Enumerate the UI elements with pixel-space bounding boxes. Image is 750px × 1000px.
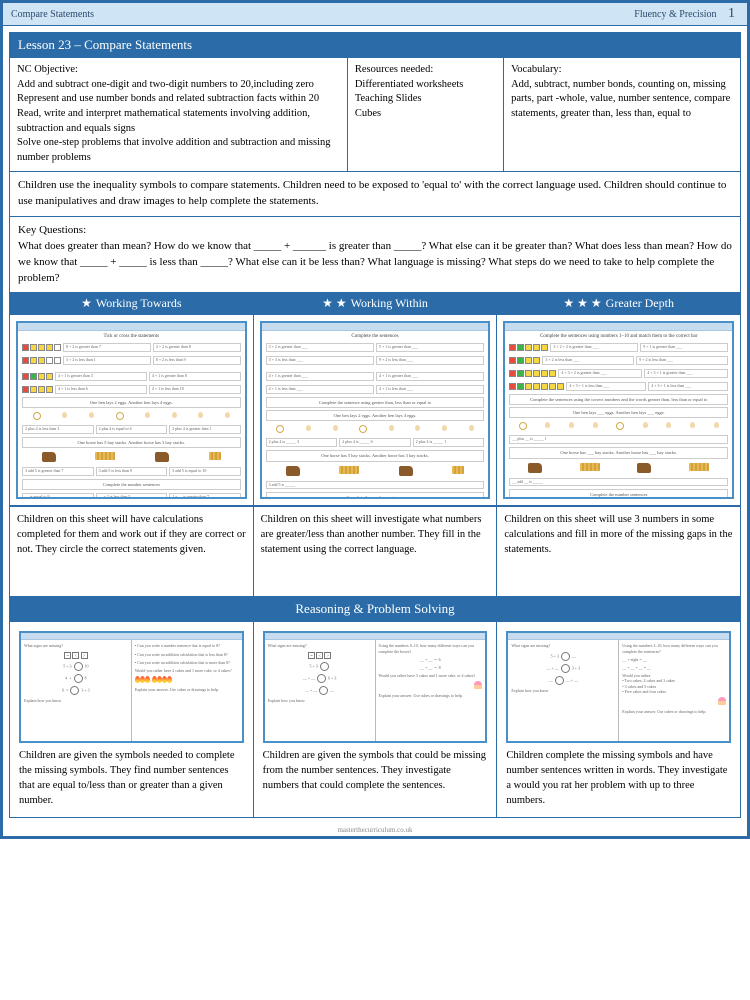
rps-desc-1: Children are given the symbols needed to… <box>15 747 248 812</box>
footer: masterthecurriculum.co.uk <box>3 824 747 836</box>
intro-box: Children use the inequality symbols to c… <box>9 172 741 217</box>
rps-thumb-3: What signs are missing? 5 + 3 __ __ + __… <box>506 631 731 743</box>
top-bar: Compare Statements Fluency & Precision 1 <box>3 3 747 26</box>
rps-row: What signs are missing? = < > 5 + 3 10 4… <box>9 622 741 818</box>
info-row: NC Objective: Add and subtract one-digit… <box>9 58 741 172</box>
page: Compare Statements Fluency & Precision 1… <box>0 0 750 839</box>
vocab-text: Add, subtract, number bonds, counting on… <box>511 79 730 119</box>
key-questions: Key Questions: What does greater than me… <box>9 217 741 294</box>
difficulty-desc-row: Children on this sheet will have calcula… <box>9 506 741 597</box>
resources-cell: Resources needed: Differentiated workshe… <box>348 58 504 171</box>
header-left: Compare Statements <box>11 9 94 20</box>
col-header-within: ★ ★Working Within <box>254 293 497 314</box>
difficulty-thumbs: Tick or cross the statements 8 + 2 is gr… <box>9 315 741 506</box>
difficulty-headers: ★Working Towards ★ ★Working Within ★ ★ ★… <box>9 293 741 315</box>
key-q-text: What does greater than mean? How do we k… <box>18 240 732 284</box>
nc-objective-text: Add and subtract one-digit and two-digit… <box>17 79 331 163</box>
desc-within: Children on this sheet will investigate … <box>254 506 498 596</box>
rps-desc-2: Children are given the symbols that coul… <box>259 747 492 797</box>
col-header-towards: ★Working Towards <box>10 293 253 314</box>
col-header-depth: ★ ★ ★Greater Depth <box>497 293 740 314</box>
lesson-title: Lesson 23 – Compare Statements <box>9 32 741 58</box>
rps-header: Reasoning & Problem Solving <box>9 597 741 622</box>
desc-towards: Children on this sheet will have calcula… <box>10 506 254 596</box>
header-right: Fluency & Precision 1 <box>634 6 739 22</box>
nc-objective-cell: NC Objective: Add and subtract one-digit… <box>10 58 348 171</box>
vocab-cell: Vocabulary: Add, subtract, number bonds,… <box>504 58 740 171</box>
rps-thumb-1: What signs are missing? = < > 5 + 3 10 4… <box>19 631 244 743</box>
content: Lesson 23 – Compare Statements NC Object… <box>3 26 747 824</box>
desc-depth: Children on this sheet will use 3 number… <box>497 506 740 596</box>
worksheet-thumb-within: Complete the sentences 3 + 2 is greater … <box>260 321 491 499</box>
resources-text: Differentiated worksheets Teaching Slide… <box>355 79 464 119</box>
rps-thumb-2: What signs are missing? = < > 5 + 3 __ +… <box>263 631 488 743</box>
worksheet-thumb-towards: Tick or cross the statements 8 + 2 is gr… <box>16 321 247 499</box>
rps-desc-3: Children complete the missing symbols an… <box>502 747 735 812</box>
page-number: 1 <box>724 6 739 21</box>
worksheet-thumb-depth: Complete the sentences using numbers 1–1… <box>503 321 734 499</box>
